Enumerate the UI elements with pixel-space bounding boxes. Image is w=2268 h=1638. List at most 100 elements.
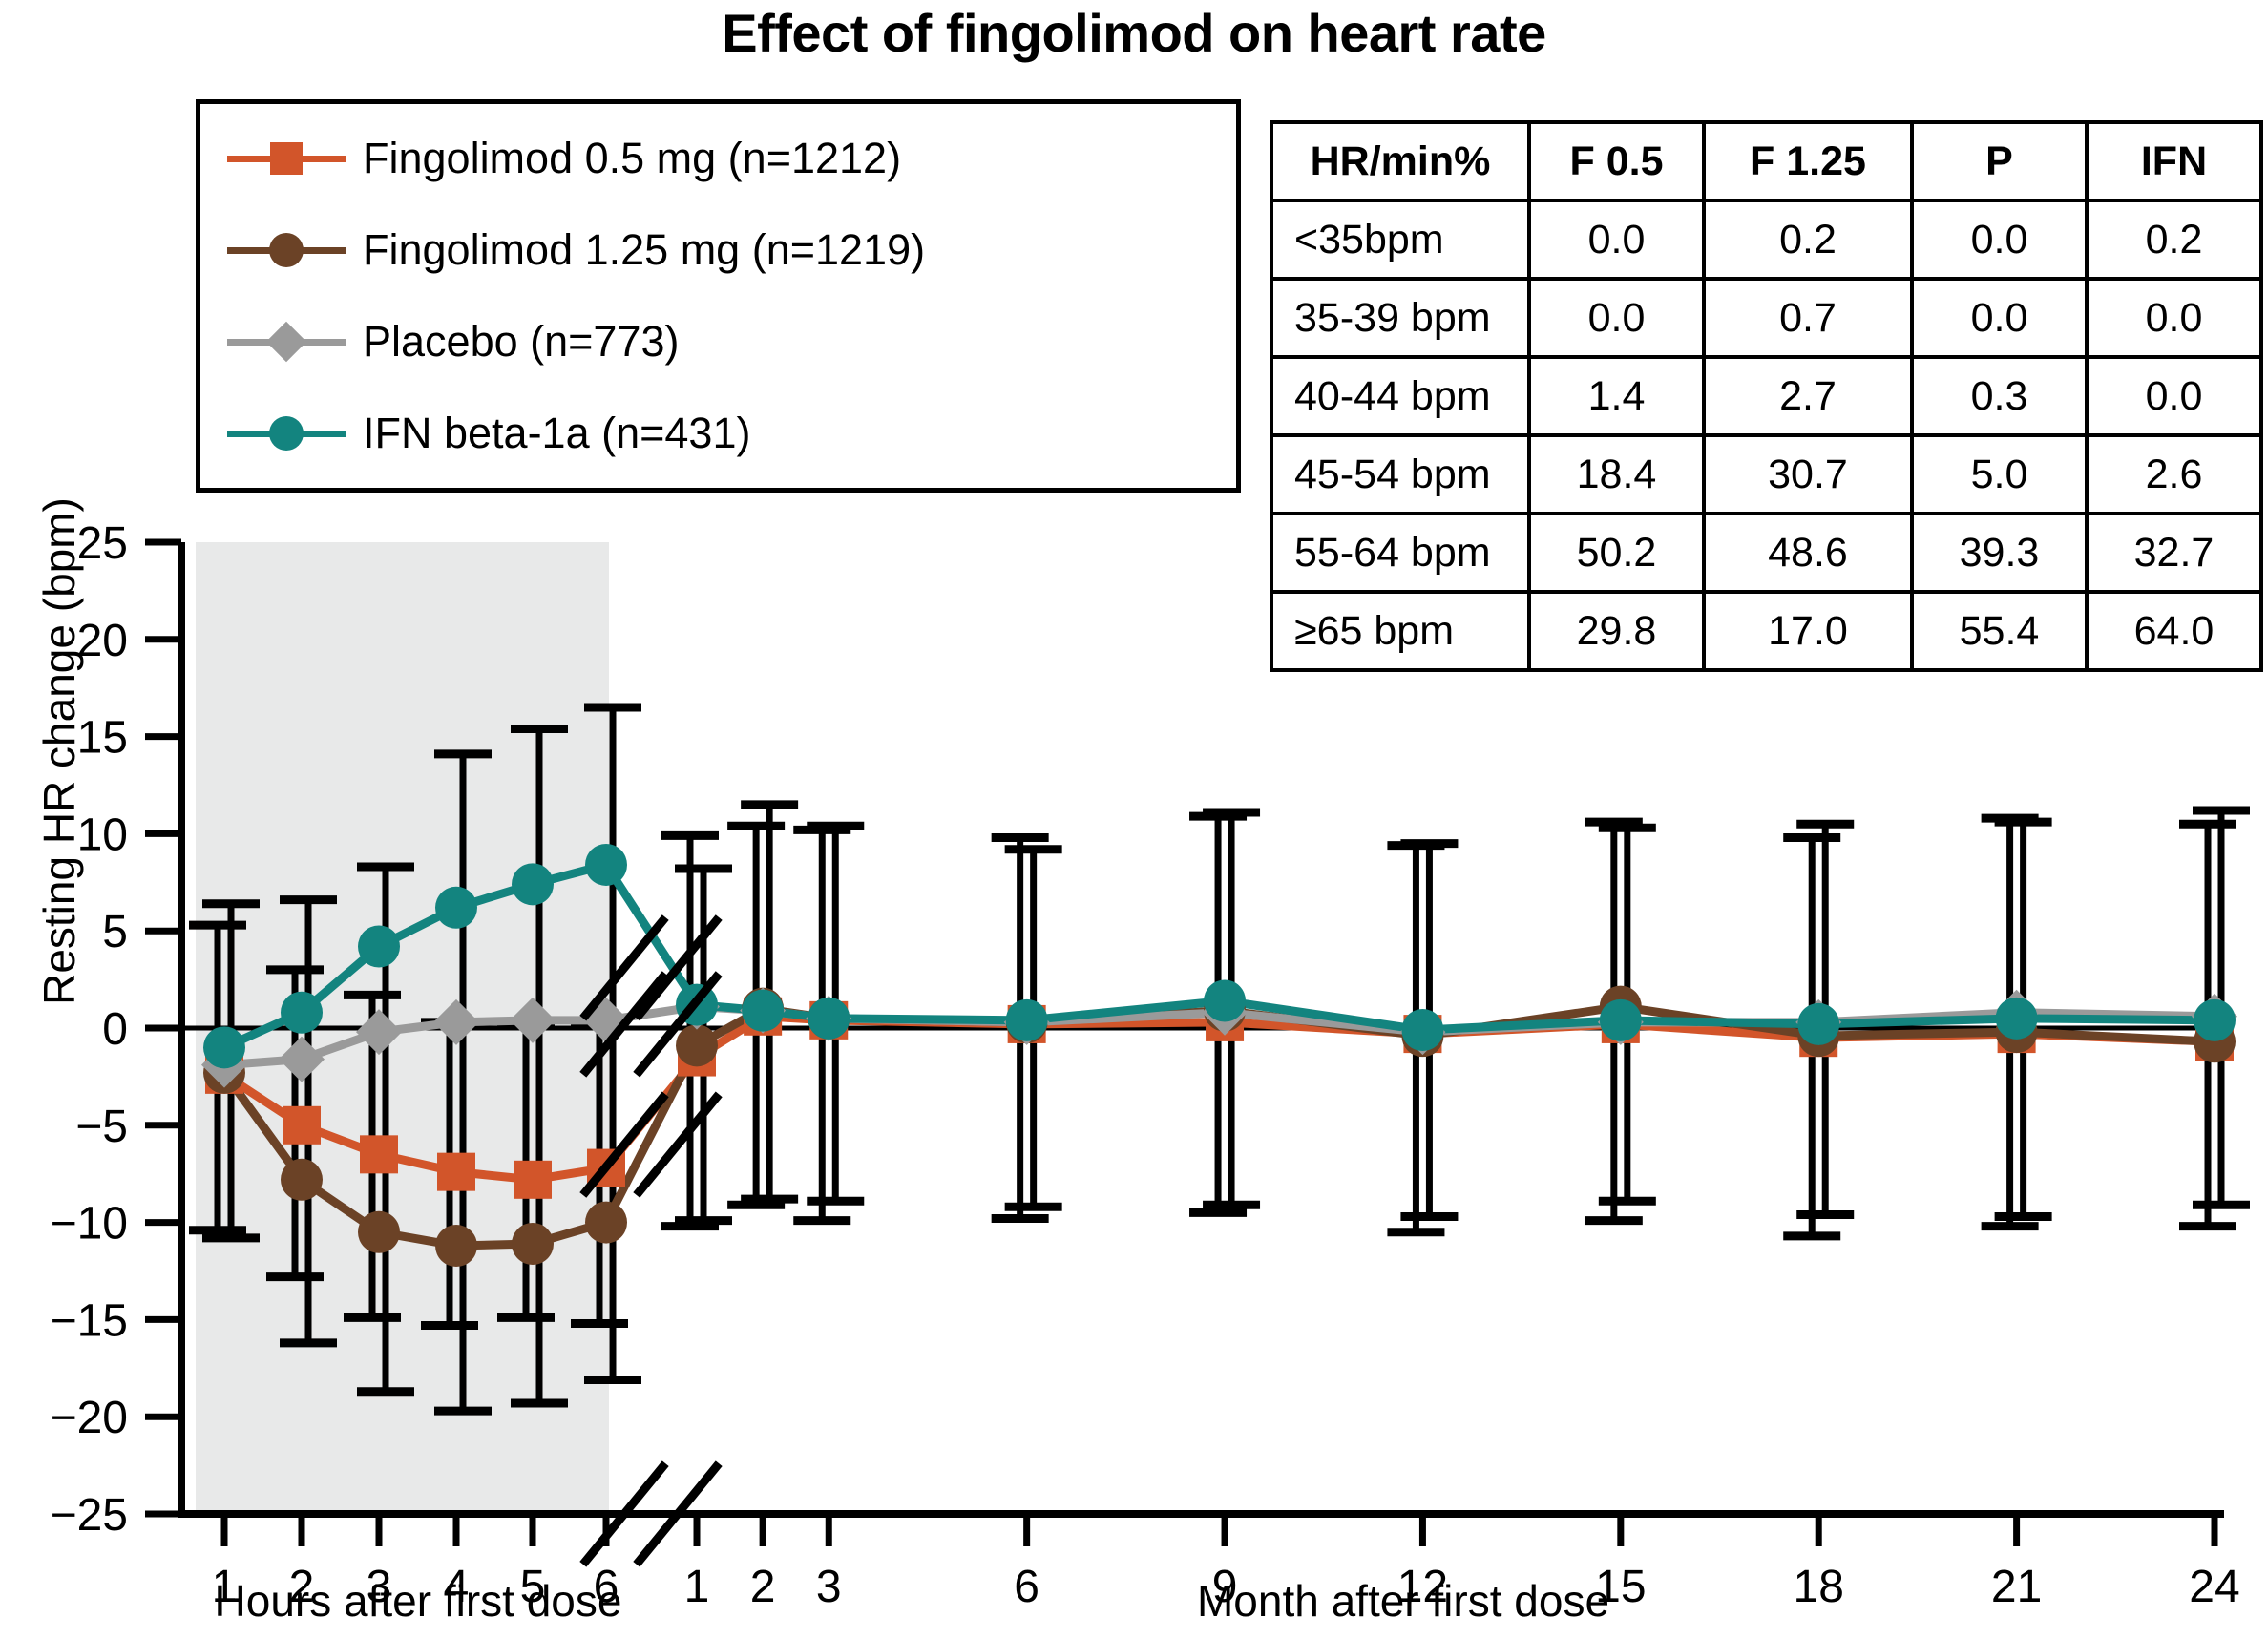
table-cell-value: 29.8 (1527, 590, 1706, 672)
data-point-marker (1599, 998, 1642, 1041)
table-cell-value: 17.0 (1702, 590, 1914, 672)
table-cell-value: 0.7 (1702, 277, 1914, 359)
table-cell-value: 48.6 (1702, 512, 1914, 594)
data-point-marker (281, 991, 323, 1034)
data-point-marker (435, 886, 477, 929)
x-tick-label-month: 18 (1794, 1562, 1844, 1612)
x-tick-label-hour: 4 (444, 1562, 470, 1612)
data-point-marker (283, 1105, 321, 1144)
table-cell-value: 30.7 (1702, 433, 1914, 515)
axis-break-mark (579, 1460, 723, 1567)
series-line-months (696, 996, 2216, 1035)
data-point-marker (510, 997, 556, 1043)
axis-break-mark (579, 971, 723, 1078)
data-point-marker (358, 925, 400, 968)
data-point-marker (1204, 979, 1247, 1022)
y-tick-label: −5 (75, 1102, 128, 1152)
table-row: 40-44 bpm 1.4 2.7 0.3 0.0 (1270, 355, 2263, 437)
hr-distribution-table: HR/min% F 0.5 F 1.25 P IFN <35bpm 0.0 0.… (1270, 120, 2263, 672)
data-point-marker (676, 1024, 718, 1067)
table-row: <35bpm 0.0 0.2 0.0 0.2 (1270, 199, 2263, 281)
y-tick-label: 20 (77, 616, 128, 666)
x-tick-label-month: 3 (816, 1562, 842, 1612)
table-row: 55-64 bpm 50.2 48.6 39.3 32.7 (1270, 512, 2263, 594)
x-tick-label-hour: 3 (367, 1562, 392, 1612)
table-header-f05: F 0.5 (1527, 120, 1706, 202)
x-tick-label-month: 1 (684, 1562, 710, 1612)
data-point-marker (435, 1225, 477, 1268)
y-tick-label: −10 (51, 1199, 128, 1250)
data-point-marker (1995, 997, 2038, 1040)
y-tick-label: 10 (77, 809, 128, 860)
data-point-marker (433, 998, 479, 1045)
table-cell-value: 1.4 (1527, 355, 1706, 437)
y-tick-label: −15 (51, 1295, 128, 1346)
table-cell-category: <35bpm (1270, 199, 1531, 281)
table-cell-category: 40-44 bpm (1270, 355, 1531, 437)
data-point-marker (360, 1135, 398, 1174)
x-tick-label-hour: 5 (520, 1562, 546, 1612)
data-point-marker (356, 1009, 402, 1056)
table-cell-value: 32.7 (2085, 512, 2263, 594)
table-row: 35-39 bpm 0.0 0.7 0.0 0.0 (1270, 277, 2263, 359)
x-tick-label-hour: 6 (594, 1562, 620, 1612)
table-cell-value: 18.4 (1527, 433, 1706, 515)
table-row: 45-54 bpm 18.4 30.7 5.0 2.6 (1270, 433, 2263, 515)
legend-marker-fingolimod-0-5 (227, 125, 346, 192)
page-title: Effect of fingolimod on heart rate (722, 3, 1546, 63)
table-header-ifn: IFN (2085, 120, 2263, 202)
x-tick-label-hour: 1 (212, 1562, 238, 1612)
table-header-row: HR/min% F 0.5 F 1.25 P IFN (1270, 120, 2263, 202)
table-cell-value: 0.0 (1527, 199, 1706, 281)
x-axis-caption-hours: Hours after first dose (214, 1576, 622, 1626)
data-point-marker (512, 1222, 554, 1265)
table-header-f125: F 1.25 (1702, 120, 1914, 202)
table-cell-value: 2.7 (1702, 355, 1914, 437)
legend-item-ifn-beta-1a[interactable]: IFN beta-1a (n=431) (227, 400, 750, 467)
data-point-marker (512, 863, 554, 906)
table-cell-value: 2.6 (2085, 433, 2263, 515)
table-cell-value: 55.4 (1910, 590, 2089, 672)
data-point-marker (2194, 998, 2236, 1041)
data-point-marker (1005, 998, 1048, 1041)
data-point-marker (585, 1201, 627, 1244)
x-tick-label-month: 21 (1991, 1562, 2042, 1612)
y-tick-label: 5 (102, 907, 128, 957)
data-point-marker (203, 1026, 245, 1069)
data-point-marker (437, 1152, 475, 1191)
y-tick-label: 0 (102, 1004, 128, 1055)
table-cell-value: 5.0 (1910, 433, 2089, 515)
data-point-marker (1797, 1002, 1840, 1045)
x-axis-caption-months: Month after first dose (1196, 1576, 1610, 1626)
legend-label-fingolimod-1-25: Fingolimod 1.25 mg (n=1219) (363, 225, 926, 274)
table-cell-value: 0.2 (1702, 199, 1914, 281)
x-tick-label-month: 12 (1397, 1562, 1448, 1612)
table-cell-value: 0.2 (2085, 199, 2263, 281)
y-tick-label: −25 (51, 1490, 128, 1541)
table-cell-category: 35-39 bpm (1270, 277, 1531, 359)
x-tick-label-month: 9 (1212, 1562, 1238, 1612)
data-point-marker (585, 843, 627, 886)
axis-break-mark (579, 914, 723, 1021)
x-tick-label-month: 24 (2189, 1562, 2239, 1612)
data-point-marker (742, 989, 785, 1032)
table-cell-category: ≥65 bpm (1270, 590, 1531, 672)
legend-item-placebo[interactable]: Placebo (n=773) (227, 308, 679, 375)
legend-item-fingolimod-0-5[interactable]: Fingolimod 0.5 mg (n=1212) (227, 125, 901, 192)
legend-marker-ifn-beta-1a (227, 400, 346, 467)
table-header-category: HR/min% (1270, 120, 1531, 202)
legend-marker-placebo (227, 308, 346, 375)
legend-marker-fingolimod-1-25 (227, 217, 346, 284)
table-cell-value: 64.0 (2085, 590, 2263, 672)
table-cell-category: 45-54 bpm (1270, 433, 1531, 515)
table-cell-value: 0.0 (1910, 277, 2089, 359)
legend-item-fingolimod-1-25[interactable]: Fingolimod 1.25 mg (n=1219) (227, 217, 925, 284)
table-cell-value: 0.0 (2085, 277, 2263, 359)
legend-label-ifn-beta-1a: IFN beta-1a (n=431) (363, 409, 751, 457)
y-tick-label: 15 (77, 713, 128, 764)
x-tick-label-hour: 2 (289, 1562, 315, 1612)
y-axis-label: Resting HR change (bpm) (34, 497, 84, 1005)
table-cell-value: 0.3 (1910, 355, 2089, 437)
table-cell-value: 0.0 (1527, 277, 1706, 359)
